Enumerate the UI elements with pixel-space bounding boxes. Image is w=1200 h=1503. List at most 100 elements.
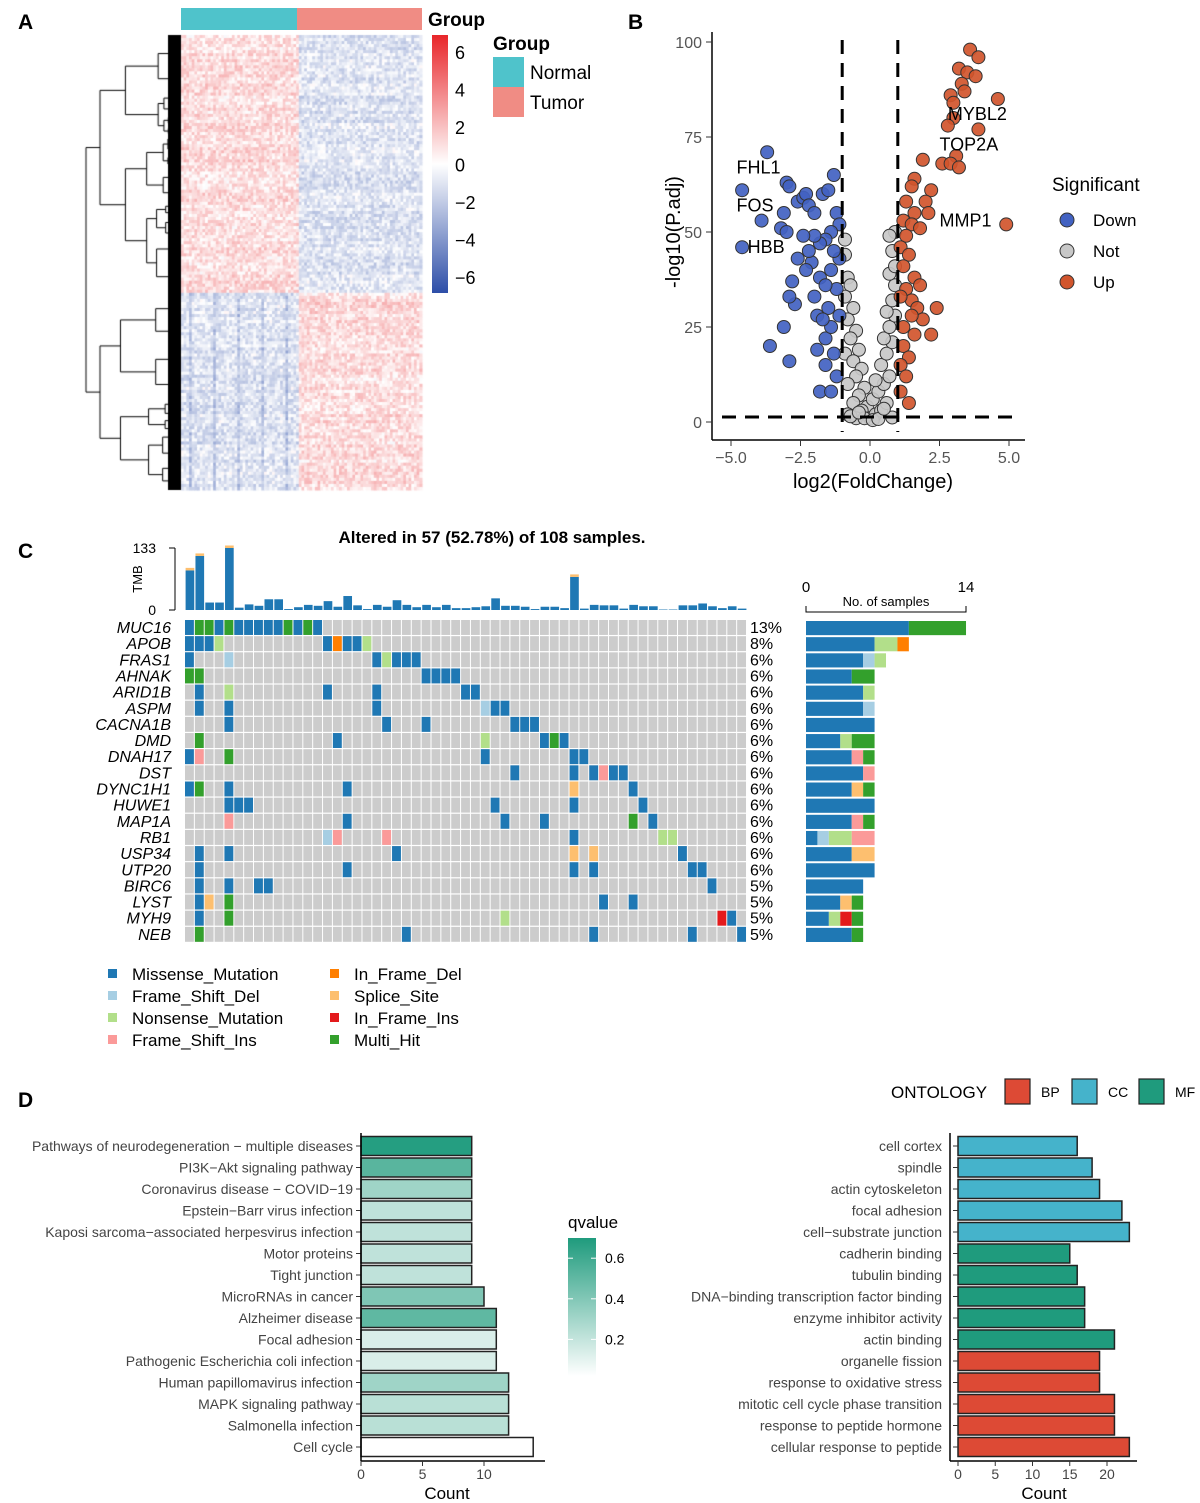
- mutation-cell: [687, 926, 697, 942]
- mutation-cell: [589, 765, 599, 781]
- gene-percent: 6%: [750, 717, 773, 734]
- sample-count-bar-segment: [851, 734, 875, 749]
- empty-cell: [549, 813, 559, 829]
- empty-cell: [559, 829, 569, 845]
- empty-cell: [668, 862, 677, 878]
- mutation-cell: [303, 620, 313, 635]
- empty-cell: [332, 749, 342, 765]
- empty-cell: [441, 813, 451, 829]
- empty-cell: [480, 668, 490, 684]
- empty-cell: [372, 781, 382, 797]
- empty-cell: [303, 797, 313, 813]
- empty-cell: [678, 813, 687, 829]
- empty-cell: [234, 846, 244, 862]
- mutation-cell: [185, 668, 194, 684]
- empty-cell: [382, 846, 392, 862]
- empty-cell: [717, 733, 727, 748]
- empty-cell: [618, 878, 628, 894]
- gene-percent: 6%: [750, 733, 773, 750]
- empty-cell: [323, 926, 332, 942]
- empty-cell: [687, 733, 697, 748]
- empty-cell: [599, 636, 608, 652]
- empty-cell: [480, 846, 490, 862]
- empty-cell: [263, 910, 273, 926]
- empty-cell: [323, 813, 332, 829]
- empty-cell: [727, 620, 737, 635]
- mutation-cell: [431, 668, 441, 684]
- empty-cell: [490, 910, 500, 926]
- empty-cell: [490, 749, 500, 765]
- empty-cell: [589, 781, 599, 797]
- go-term-label: tubulin binding: [852, 1267, 942, 1283]
- empty-cell: [392, 829, 401, 845]
- empty-cell: [480, 781, 490, 797]
- empty-cell: [372, 910, 382, 926]
- go-bar-bp: [957, 1350, 1101, 1372]
- empty-cell: [441, 620, 451, 635]
- mutation-cell: [500, 910, 510, 926]
- sample-count-bar-segment: [851, 814, 864, 829]
- empty-cell: [224, 765, 234, 781]
- empty-cell: [244, 910, 254, 926]
- empty-cell: [737, 797, 747, 813]
- go-term-label: mitotic cell cycle phase transition: [738, 1396, 942, 1412]
- empty-cell: [530, 620, 539, 635]
- point-up: [971, 122, 986, 137]
- empty-cell: [520, 813, 530, 829]
- gene-percent: 6%: [750, 685, 773, 702]
- empty-cell: [668, 668, 677, 684]
- empty-cell: [421, 862, 431, 878]
- empty-cell: [313, 797, 323, 813]
- empty-cell: [658, 765, 668, 781]
- empty-cell: [559, 813, 569, 829]
- tmb-bar: [540, 606, 550, 610]
- empty-cell: [658, 926, 668, 942]
- empty-cell: [608, 749, 618, 765]
- empty-cell: [461, 926, 470, 942]
- empty-cell: [707, 620, 717, 635]
- kegg-term-label: Motor proteins: [264, 1246, 353, 1262]
- point-up: [904, 179, 919, 194]
- gene-label: LYST: [132, 895, 172, 912]
- empty-cell: [707, 700, 717, 716]
- empty-cell: [549, 700, 559, 716]
- point-down: [762, 339, 777, 353]
- empty-cell: [539, 636, 549, 652]
- empty-cell: [717, 813, 727, 829]
- empty-cell: [520, 846, 530, 862]
- mutation-cell: [618, 765, 628, 781]
- empty-cell: [372, 620, 382, 635]
- empty-cell: [668, 765, 677, 781]
- point-up: [893, 289, 908, 304]
- empty-cell: [559, 797, 569, 813]
- empty-cell: [303, 733, 313, 748]
- empty-cell: [461, 846, 470, 862]
- empty-cell: [470, 765, 480, 781]
- colorbar-tick-label: 0.4: [605, 1291, 625, 1307]
- empty-cell: [618, 781, 628, 797]
- mutation-cell: [194, 636, 204, 652]
- empty-cell: [382, 700, 392, 716]
- gene-label: USP34: [120, 846, 171, 863]
- empty-cell: [421, 700, 431, 716]
- empty-cell: [293, 829, 303, 845]
- empty-cell: [727, 652, 737, 668]
- empty-cell: [263, 668, 273, 684]
- empty-cell: [234, 765, 244, 781]
- empty-cell: [392, 765, 401, 781]
- go-term-label: enzyme inhibitor activity: [793, 1310, 942, 1326]
- point-down: [790, 251, 805, 266]
- sample-count-bar-segment: [851, 750, 864, 765]
- empty-cell: [559, 749, 569, 765]
- empty-cell: [421, 878, 431, 894]
- x-tick-label: 0.0: [859, 450, 881, 467]
- empty-cell: [737, 829, 747, 845]
- sample-count-bar-segment: [863, 782, 875, 797]
- empty-cell: [510, 749, 520, 765]
- empty-cell: [648, 862, 658, 878]
- empty-cell: [717, 636, 727, 652]
- empty-cell: [618, 620, 628, 635]
- empty-cell: [323, 765, 332, 781]
- empty-cell: [618, 733, 628, 748]
- empty-cell: [421, 846, 431, 862]
